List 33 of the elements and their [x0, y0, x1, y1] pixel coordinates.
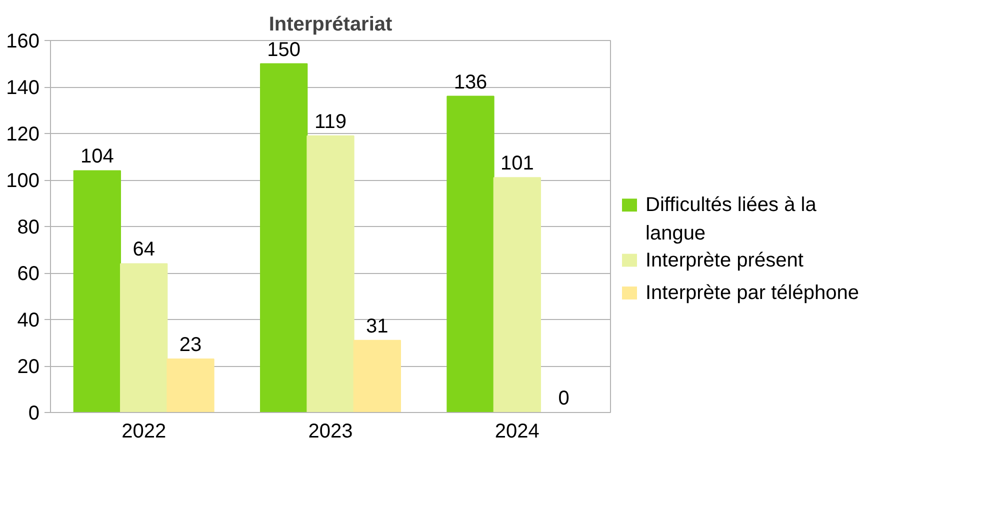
chart-title: Interprétariat [268, 14, 393, 36]
data-label: 64 [132, 238, 155, 261]
data-label: 150 [267, 38, 301, 61]
y-tick-label: 80 [17, 216, 40, 238]
y-tick-label: 40 [17, 310, 40, 332]
legend-label: Interprète par téléphone [646, 282, 859, 304]
bar [73, 170, 121, 412]
y-tick-label: 60 [17, 263, 40, 285]
data-label: 31 [366, 315, 388, 338]
data-label: 119 [314, 110, 346, 133]
y-tick-label: 160 [6, 30, 40, 52]
x-tick-label: 2024 [494, 420, 540, 442]
x-tick-label: 2023 [308, 420, 353, 442]
bar [353, 340, 401, 412]
y-tick-label: 0 [28, 402, 40, 424]
bar [306, 135, 354, 412]
y-tick-label: 140 [6, 77, 40, 99]
x-tick-label: 2022 [122, 420, 166, 442]
data-label: 0 [558, 388, 570, 410]
data-label: 101 [500, 152, 534, 175]
data-label: 104 [80, 146, 114, 168]
data-label: 136 [454, 71, 488, 94]
bar [120, 263, 168, 412]
y-tick-label: 20 [17, 356, 40, 378]
y-tick-label: 120 [6, 124, 40, 146]
bar [493, 177, 541, 412]
legend-label: Interprète présent [646, 249, 804, 272]
legend-label: Difficultés liées à la langue [646, 194, 818, 245]
y-tick-label: 100 [6, 170, 40, 192]
bar [260, 63, 308, 412]
bar [166, 358, 214, 412]
bar [446, 96, 494, 412]
data-label: 23 [179, 334, 202, 356]
